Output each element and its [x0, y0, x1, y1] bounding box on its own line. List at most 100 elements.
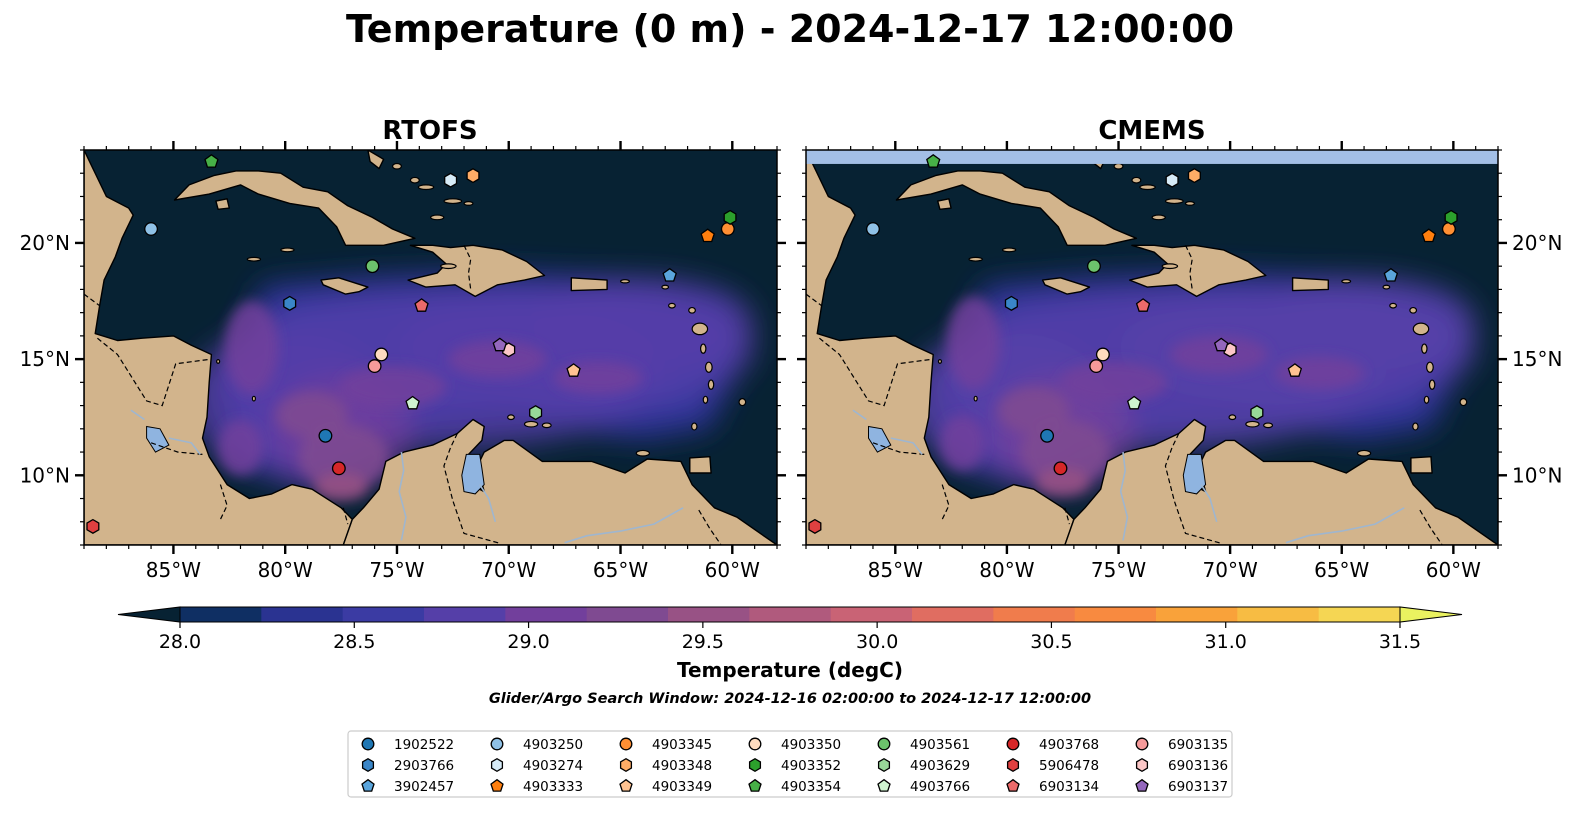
- legend-marker-1902522: [361, 737, 375, 751]
- legend-marker-4903349: [619, 778, 633, 792]
- legend-marker-6903134: [1006, 778, 1020, 792]
- river: [398, 452, 407, 541]
- legend-label-6903135: 6903135: [1168, 737, 1228, 753]
- legend-label-4903768: 4903768: [1039, 737, 1099, 753]
- float-marker-4903766: [1126, 395, 1142, 410]
- small-island: [691, 422, 698, 431]
- river: [1200, 484, 1218, 523]
- float-marker-2903766: [1004, 295, 1018, 311]
- float-marker-2903766: [283, 295, 297, 311]
- lon-tick-label: 80°W: [979, 558, 1034, 582]
- legend-label-4903250: 4903250: [523, 737, 583, 753]
- small-island: [704, 361, 713, 373]
- float-marker-4903349: [1287, 363, 1303, 377]
- river: [852, 409, 867, 421]
- small-island: [216, 359, 221, 364]
- colorbar-tick-label: 31.5: [1379, 631, 1421, 653]
- lon-tick-label: 85°W: [146, 558, 201, 582]
- float-marker-6903134: [1135, 298, 1151, 312]
- float-marker-5906478: [86, 518, 100, 534]
- legend-label-6903134: 6903134: [1039, 779, 1099, 795]
- colorbar-extend-low: [117, 606, 181, 623]
- lon-tick-label: 75°W: [369, 558, 424, 582]
- small-island: [1356, 449, 1372, 457]
- legend-marker-4903629: [877, 757, 891, 773]
- landmass: [1410, 456, 1433, 474]
- float-marker-4903333: [700, 228, 715, 243]
- small-island: [619, 279, 630, 284]
- legend-marker-4903766: [877, 778, 891, 792]
- legend-marker-4903345: [619, 737, 633, 751]
- small-island: [1423, 395, 1430, 404]
- small-island: [1428, 379, 1436, 390]
- river: [890, 437, 923, 455]
- colorbar-tick-label: 28.5: [333, 631, 375, 653]
- country-border: [150, 442, 203, 455]
- float-marker-4903768: [1053, 461, 1068, 476]
- small-island: [688, 306, 696, 314]
- colorbar-extend-high: [1399, 606, 1463, 623]
- country-border: [1164, 433, 1223, 545]
- float-marker-6903137: [1213, 337, 1229, 352]
- lake: [461, 453, 485, 495]
- small-island: [1245, 420, 1260, 428]
- legend-label-1902522: 1902522: [394, 737, 454, 753]
- small-island: [391, 162, 402, 170]
- colorbar-segment: [1074, 607, 1157, 622]
- float-marker-4903352: [1444, 209, 1458, 225]
- country-border: [1064, 507, 1070, 525]
- lon-tick-label: 75°W: [1091, 558, 1146, 582]
- lon-tick-label: 65°W: [593, 558, 648, 582]
- legend-marker-2903766: [361, 757, 375, 773]
- colorbar: 28.0 28.5 29.0 29.5 30.0 30.5 31.0 31.5: [117, 606, 1463, 653]
- colorbar-segment: [1156, 607, 1238, 622]
- small-island: [973, 395, 978, 402]
- small-island: [1001, 247, 1017, 253]
- small-island: [280, 247, 295, 253]
- float-marker-4903350: [374, 347, 389, 362]
- legend-label-4903350: 4903350: [781, 737, 841, 753]
- panel-title-cmems: CMEMS: [1098, 116, 1205, 146]
- river: [168, 437, 201, 455]
- float-marker-5906478: [808, 518, 822, 534]
- float-marker-4903345: [1441, 222, 1456, 236]
- legend: 1902522 2903766 3902457 4903250 4903274 49033…: [347, 730, 1233, 798]
- legend-label-4903333: 4903333: [523, 779, 583, 795]
- lon-tick-label: 80°W: [258, 558, 313, 582]
- float-marker-6903135: [367, 359, 382, 374]
- landmass: [1041, 277, 1091, 295]
- landmass: [320, 277, 369, 295]
- river: [479, 484, 497, 523]
- float-marker-3902457: [662, 267, 677, 282]
- small-island: [1131, 176, 1142, 184]
- legend-marker-4903333: [490, 778, 504, 792]
- panel-title-rtofs: RTOFS: [382, 116, 477, 146]
- legend-label-5906478: 5906478: [1039, 758, 1099, 774]
- legend-label-3902457: 3902457: [394, 779, 454, 795]
- country-border: [698, 509, 722, 545]
- legend-marker-4903250: [490, 737, 504, 751]
- legend-marker-4903348: [619, 757, 633, 773]
- country-border: [819, 337, 934, 407]
- landmass: [806, 150, 1075, 545]
- lat-tick-label: 15°N: [20, 347, 70, 371]
- lon-tick-label: 60°W: [1426, 558, 1481, 582]
- colorbar-segment: [993, 607, 1076, 622]
- small-island: [1426, 361, 1434, 373]
- colorbar-segment: [749, 607, 832, 622]
- colorbar-segment: [424, 607, 506, 622]
- legend-marker-3902457: [361, 778, 375, 792]
- float-marker-1902522: [1040, 428, 1055, 443]
- colorbar-segment: [830, 607, 913, 622]
- float-marker-6903137: [492, 337, 508, 352]
- float-marker-4903352: [723, 209, 737, 225]
- legend-marker-6903135: [1135, 737, 1149, 751]
- legend-label-4903348: 4903348: [652, 758, 712, 774]
- small-island: [702, 395, 709, 404]
- landmass: [407, 244, 546, 298]
- small-island: [541, 422, 552, 429]
- small-island: [1412, 322, 1430, 336]
- country-border: [84, 293, 100, 307]
- legend-marker-5906478: [1006, 757, 1020, 773]
- river: [1119, 452, 1129, 541]
